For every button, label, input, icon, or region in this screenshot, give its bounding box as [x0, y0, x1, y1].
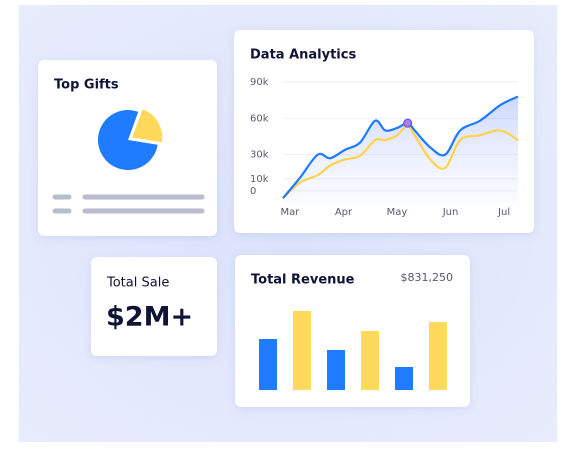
x-tick-label: May	[387, 207, 408, 218]
pie-slice	[132, 109, 163, 143]
big-number: $2M+	[106, 302, 193, 333]
area	[283, 96, 518, 203]
bar	[361, 331, 379, 390]
card-title: Data Analytics	[250, 48, 356, 63]
bar	[259, 339, 277, 390]
bar	[293, 311, 311, 390]
y-tick-label: 30k	[250, 150, 269, 161]
placeholder-lines	[52, 194, 205, 214]
line	[282, 95, 519, 199]
card-subtitle: $831,250	[401, 271, 454, 284]
line	[282, 124, 519, 199]
card-title: Top Gifts	[54, 78, 119, 93]
card-title: Total Revenue	[251, 273, 355, 288]
y-tick-label: 60k	[250, 113, 269, 124]
bar	[395, 367, 413, 390]
y-tick-label: 0	[250, 186, 256, 197]
x-tick-label: Jul	[497, 207, 510, 218]
card	[91, 257, 217, 356]
pie-slice	[98, 110, 158, 170]
y-tick-label: 90k	[250, 77, 269, 88]
x-tick-label: Jun	[442, 207, 459, 218]
card-label: Total Sale	[106, 276, 169, 291]
y-tick-label: 10k	[250, 174, 269, 185]
bar	[327, 350, 345, 390]
x-tick-label: Apr	[335, 207, 353, 218]
bar	[429, 322, 447, 390]
x-tick-label: Mar	[281, 207, 301, 218]
highlight-point	[403, 118, 413, 128]
